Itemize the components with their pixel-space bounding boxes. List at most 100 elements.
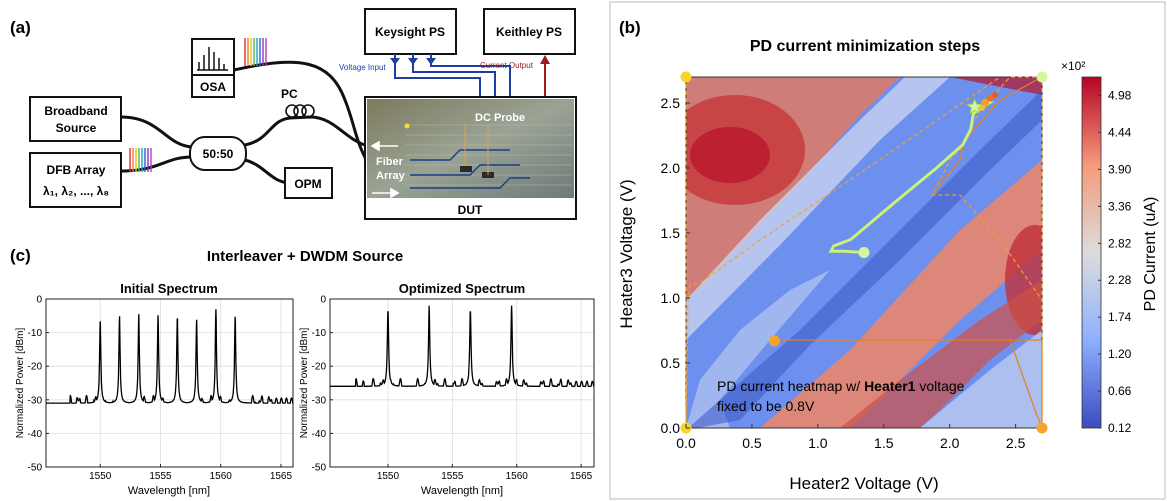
initial-spectrum-grid — [46, 298, 293, 468]
voltage-arrowheads — [390, 58, 436, 65]
optimized-spectrum-ytick-label: -50 — [312, 463, 327, 474]
heatmap-ylabel: Heater3 Voltage (V) — [617, 179, 636, 328]
pc-label: PC — [281, 87, 298, 101]
colorbar-exponent: ×10² — [1061, 59, 1085, 73]
pc-loops — [285, 104, 315, 118]
heatmap-ytick-label: 0.5 — [661, 355, 681, 371]
optimized-spectrum-xtick-label: 1555 — [441, 471, 464, 482]
dfb-rainbow-icon — [129, 148, 152, 172]
opm-label: OPM — [294, 177, 321, 191]
heatmap-annotation-line1: PD current heatmap w/ Heater1 voltage — [717, 378, 965, 394]
osa-screen-icon — [197, 47, 228, 71]
colorbar-tick-label: 4.44 — [1108, 125, 1132, 139]
colorbar — [1081, 76, 1102, 429]
current-output-label: Current Output — [480, 61, 534, 70]
optimized-spectrum-ytick-label: 0 — [320, 295, 326, 306]
optimum-star-marker — [966, 97, 984, 115]
splitter-label: 50:50 — [203, 147, 234, 161]
initial-spectrum-ytick-label: -40 — [28, 429, 43, 440]
optimized-spectrum-ytick-label: -20 — [312, 362, 327, 373]
initial-spectrum-xtick-label: 1565 — [270, 471, 293, 482]
fiber-connections — [120, 60, 370, 185]
optimized-spectrum-xtick-label: 1560 — [506, 471, 529, 482]
optimized-spectrum-ylabel: Normalized Power [dBm] — [299, 327, 310, 438]
initial-spectrum-frame — [45, 298, 294, 468]
start-marker — [1036, 422, 1048, 434]
heatmap-xtick-label: 0.0 — [676, 435, 696, 451]
initial-spectrum-xtick-label: 1560 — [210, 471, 233, 482]
broadband-label-2: Source — [56, 121, 97, 135]
heatmap-xtick-label: 1.5 — [874, 435, 894, 451]
colorbar-tick-label: 0.12 — [1108, 421, 1132, 435]
heatmap-xtick-label: 1.0 — [808, 435, 828, 451]
dut-chip-photo — [367, 99, 574, 198]
osa-rainbow-icon — [244, 38, 267, 66]
initial-spectrum-ytick-label: -30 — [28, 395, 43, 406]
current-arrowhead — [540, 55, 550, 64]
optimized-spectrum-ytick-label: -40 — [312, 429, 327, 440]
broadband-source-box — [29, 96, 122, 142]
heatmap-ticks: 0.0 0.5 1.0 1.5 2.0 2.5 0.0 0.5 1.0 1.5 2.0 2.5 — [661, 95, 1026, 451]
broadband-label-1: Broadband — [44, 104, 107, 118]
optimized-spectrum-ytick-label: -30 — [312, 395, 327, 406]
colorbar-tick-label: 4.98 — [1108, 88, 1132, 102]
heatmap-annotation-line2: fixed to be 0.8V — [717, 398, 815, 414]
splitter-box — [189, 136, 247, 171]
heatmap-xlabel: Heater2 Voltage (V) — [789, 474, 938, 493]
heatmap-ytick-label: 1.0 — [661, 290, 681, 306]
colorbar-label: PD Current (uA) — [1142, 197, 1159, 312]
start-marker — [1036, 71, 1048, 83]
dut-probe-needles — [464, 125, 489, 175]
colorbar-tick-label: 2.82 — [1108, 236, 1132, 250]
start-marker — [680, 71, 692, 83]
initial-spectrum-line — [46, 309, 293, 404]
keysight-box — [364, 8, 457, 55]
optimized-spectrum-xlabel: Wavelength [nm] — [421, 485, 503, 497]
optimized-spectrum-ticks: 1550 1555 1560 1565 0 -10 -20 -30 -40 -50 — [312, 295, 593, 483]
initial-spectrum-ytick-label: -10 — [28, 328, 43, 339]
colorbar-tick-label: 1.20 — [1108, 347, 1132, 361]
optimized-spectrum-grid — [330, 298, 594, 468]
heatmap-xtick-label: 2.0 — [940, 435, 960, 451]
spectra-section-title: Interleaver + DWDM Source — [207, 248, 403, 265]
colorbar-tick-label: 0.66 — [1108, 384, 1132, 398]
colorbar-tick-label: 2.28 — [1108, 273, 1132, 287]
gradient-paths — [685, 76, 1043, 429]
colorbar-tick-label: 3.90 — [1108, 162, 1132, 176]
fiber-splitter-pc-dut — [244, 115, 369, 148]
opm-box — [284, 167, 333, 199]
voltage-input-label: Voltage Input — [339, 63, 386, 72]
initial-spectrum-xtick-label: 1550 — [89, 471, 112, 482]
dfb-label-1: DFB Array — [47, 163, 106, 177]
initial-spectrum-ytick-label: -50 — [28, 463, 43, 474]
fiber-splitter-opm — [244, 158, 291, 185]
fiber-array-label-1: Fiber — [376, 156, 404, 168]
osa-label: OSA — [200, 80, 226, 94]
keysight-label: Keysight PS — [375, 25, 445, 39]
heatmap-ytick-label: 0.0 — [661, 420, 681, 436]
initial-spectrum-xtick-label: 1555 — [149, 471, 172, 482]
dut-waveguides — [410, 149, 530, 189]
fiber-array-arrows — [370, 140, 400, 199]
optimized-spectrum-frame — [329, 298, 595, 468]
initial-spectrum-title: Initial Spectrum — [120, 281, 218, 296]
panel-label-a: (a) — [10, 18, 31, 37]
heatmap-title: PD current minimization steps — [750, 38, 980, 55]
initial-spectrum-ytick-label: 0 — [36, 295, 42, 306]
fiber-osa-dut — [233, 60, 370, 164]
optimized-spectrum-title: Optimized Spectrum — [399, 281, 525, 296]
initial-spectrum-ylabel: Normalized Power [dBm] — [15, 327, 26, 438]
dfb-array-box — [29, 152, 122, 208]
initial-spectrum-xlabel: Wavelength [nm] — [128, 485, 210, 497]
colorbar-tick-label: 1.74 — [1108, 310, 1132, 324]
optimized-spectrum-line — [330, 305, 594, 388]
optimized-spectrum-xtick-label: 1565 — [570, 471, 593, 482]
dut-label: DUT — [458, 203, 483, 217]
dfb-label-2: λ₁, λ₂, ..., λ₈ — [43, 184, 109, 198]
keithley-box — [483, 8, 576, 55]
panel-label-c: (c) — [10, 246, 31, 265]
heatmap-xtick-label: 0.5 — [742, 435, 762, 451]
start-marker — [858, 247, 870, 258]
